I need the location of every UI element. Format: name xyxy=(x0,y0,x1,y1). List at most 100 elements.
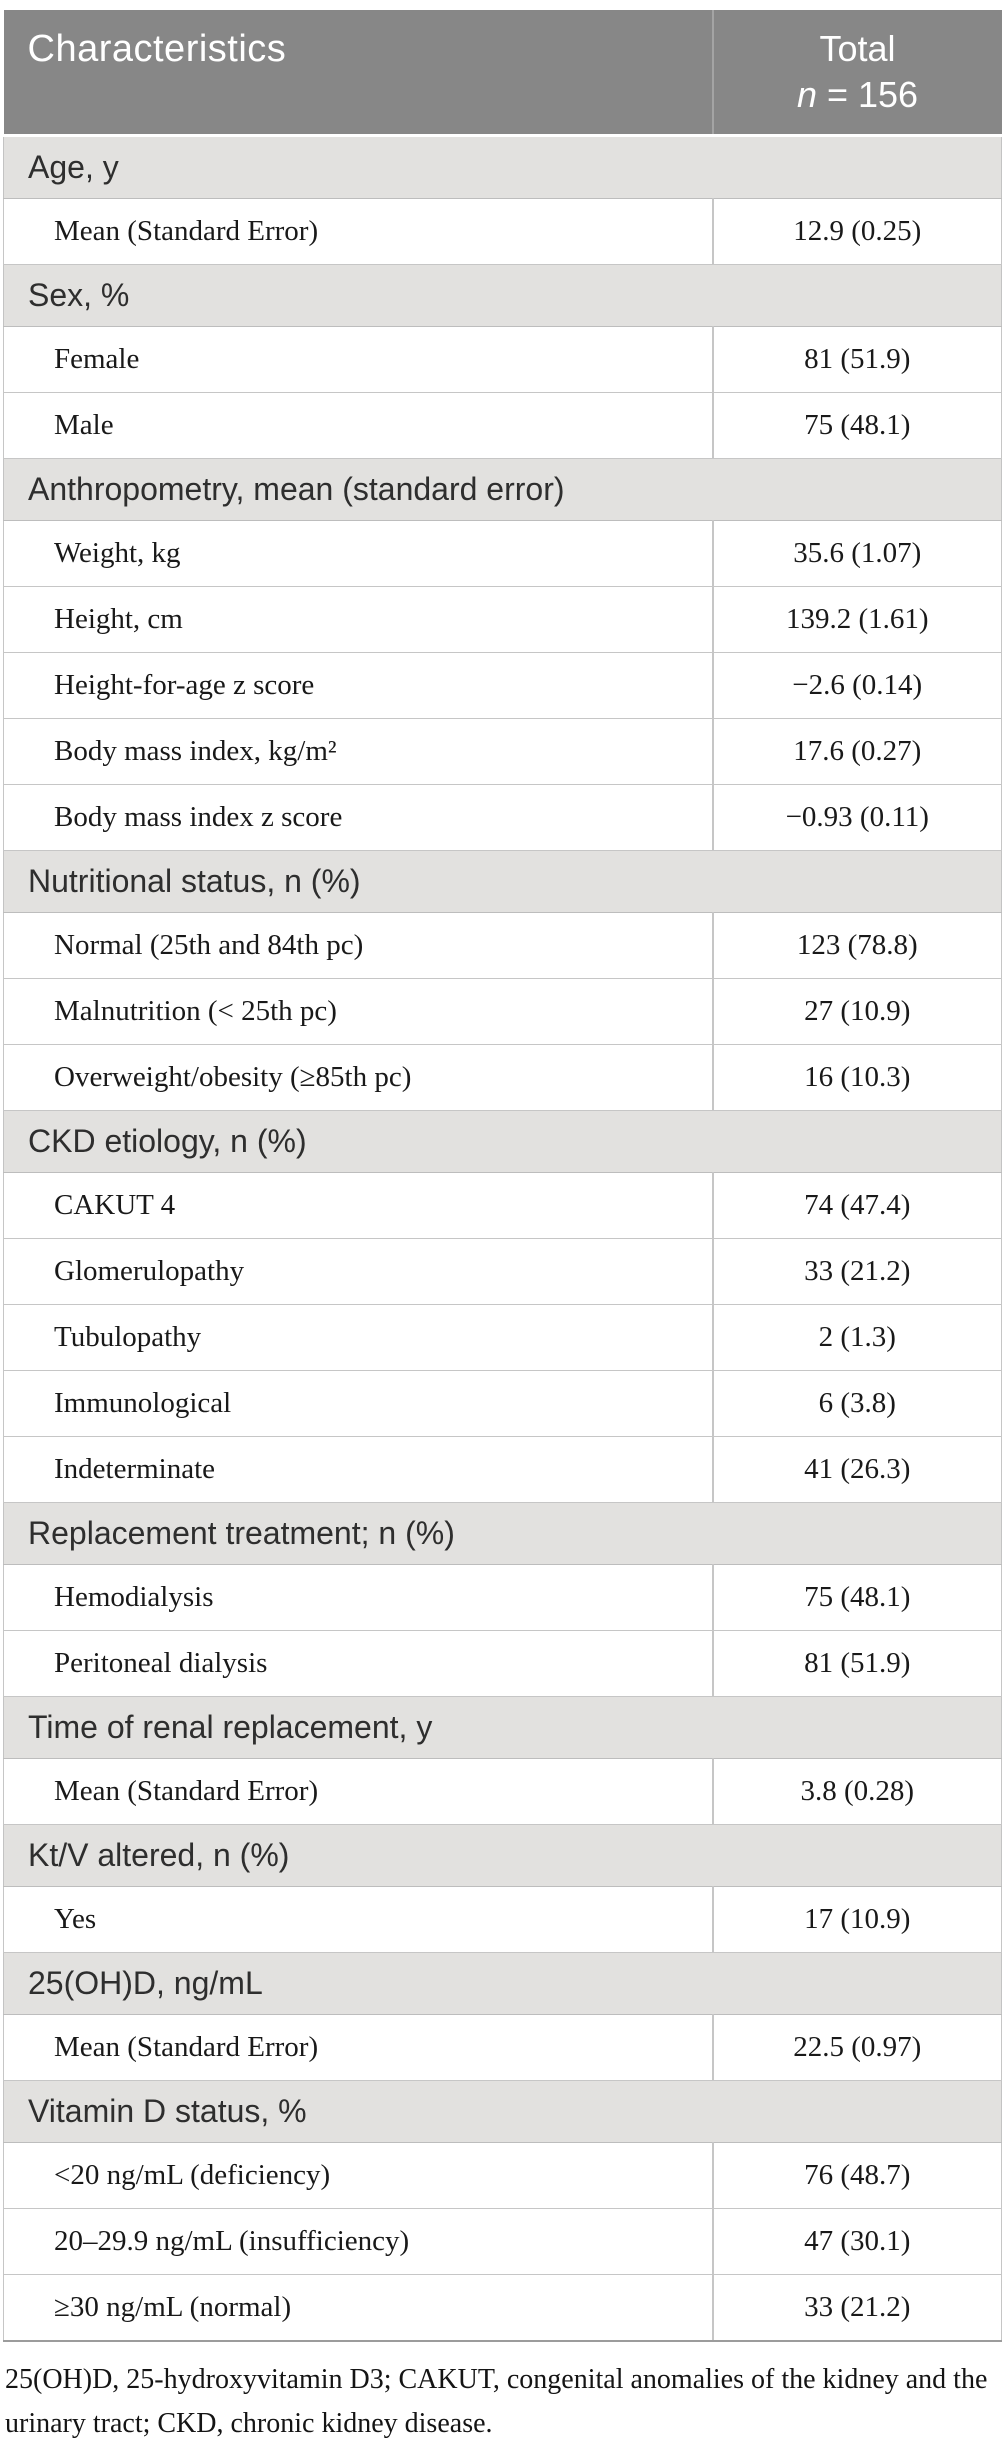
value-cell: 35.6 (1.07) xyxy=(711,520,1002,587)
n-value: = 156 xyxy=(816,74,919,115)
section-row: Sex, % xyxy=(3,264,1002,327)
value-cell: 6 (3.8) xyxy=(711,1370,1002,1437)
table-row: Yes 17 (10.9) xyxy=(3,1886,1002,1953)
characteristic-label: <20 ng/mL (deficiency) xyxy=(3,2142,713,2209)
section-row: Kt/V altered, n (%) xyxy=(3,1824,1002,1887)
characteristic-label: Normal (25th and 84th pc) xyxy=(3,912,713,979)
table-row: Immunological 6 (3.8) xyxy=(3,1370,1002,1437)
value-cell: 22.5 (0.97) xyxy=(711,2014,1002,2081)
value-cell: −0.93 (0.11) xyxy=(711,784,1002,851)
section-label: Sex, % xyxy=(3,264,1002,327)
characteristic-label: Height-for-age z score xyxy=(3,652,713,719)
table-row: Weight, kg 35.6 (1.07) xyxy=(3,520,1002,587)
value-cell: 81 (51.9) xyxy=(711,326,1002,393)
section-row: Vitamin D status, % xyxy=(3,2080,1002,2143)
table-row: Female 81 (51.9) xyxy=(3,326,1002,393)
characteristic-label: Peritoneal dialysis xyxy=(3,1630,713,1697)
value-cell: 2 (1.3) xyxy=(711,1304,1002,1371)
table-row: Height-for-age z score −2.6 (0.14) xyxy=(3,652,1002,719)
total-label: Total xyxy=(819,28,896,69)
section-label: Nutritional status, n (%) xyxy=(3,850,1002,913)
value-cell: 33 (21.2) xyxy=(711,2274,1002,2342)
value-cell: 75 (48.1) xyxy=(711,392,1002,459)
characteristic-label: Male xyxy=(3,392,713,459)
characteristic-label: Immunological xyxy=(3,1370,713,1437)
header-row: Characteristics Total n = 156 xyxy=(3,10,1002,136)
section-label: Time of renal replacement, y xyxy=(3,1696,1002,1759)
table-row: Hemodialysis 75 (48.1) xyxy=(3,1564,1002,1631)
characteristic-label: Hemodialysis xyxy=(3,1564,713,1631)
section-label: 25(OH)D, ng/mL xyxy=(3,1952,1002,2015)
table-body: Age, y Mean (Standard Error) 12.9 (0.25) Se… xyxy=(3,134,1002,2342)
section-row: CKD etiology, n (%) xyxy=(3,1110,1002,1173)
characteristic-label: Mean (Standard Error) xyxy=(3,1758,713,1825)
characteristic-label: Height, cm xyxy=(3,586,713,653)
value-cell: 75 (48.1) xyxy=(711,1564,1002,1631)
table-row: Peritoneal dialysis 81 (51.9) xyxy=(3,1630,1002,1697)
column-header-characteristics: Characteristics xyxy=(3,10,713,136)
section-row: Nutritional status, n (%) xyxy=(3,850,1002,913)
value-cell: 76 (48.7) xyxy=(711,2142,1002,2209)
characteristic-label: Female xyxy=(3,326,713,393)
table-row: Normal (25th and 84th pc) 123 (78.8) xyxy=(3,912,1002,979)
section-row: Age, y xyxy=(3,134,1002,199)
characteristic-label: ≥30 ng/mL (normal) xyxy=(3,2274,713,2342)
sample-size-label: n = 156 xyxy=(714,72,1002,118)
value-cell: 17.6 (0.27) xyxy=(711,718,1002,785)
table-row: Mean (Standard Error) 3.8 (0.28) xyxy=(3,1758,1002,1825)
table-row: Glomerulopathy 33 (21.2) xyxy=(3,1238,1002,1305)
footnote: 25(OH)D, 25-hydroxyvitamin D3; CAKUT, co… xyxy=(5,2364,988,2439)
characteristic-label: Overweight/obesity (≥85th pc) xyxy=(3,1044,713,1111)
section-label: Vitamin D status, % xyxy=(3,2080,1002,2143)
table-row: Malnutrition (< 25th pc) 27 (10.9) xyxy=(3,978,1002,1045)
column-header-total: Total n = 156 xyxy=(711,10,1002,136)
n-symbol: n xyxy=(796,74,817,115)
value-cell: 139.2 (1.61) xyxy=(711,586,1002,653)
characteristic-label: Indeterminate xyxy=(3,1436,713,1503)
section-label: Anthropometry, mean (standard error) xyxy=(3,458,1002,521)
characteristic-label: 20–29.9 ng/mL (insufficiency) xyxy=(3,2208,713,2275)
characteristic-label: Body mass index z score xyxy=(3,784,713,851)
table-row: <20 ng/mL (deficiency) 76 (48.7) xyxy=(3,2142,1002,2209)
value-cell: 41 (26.3) xyxy=(711,1436,1002,1503)
value-cell: 27 (10.9) xyxy=(711,978,1002,1045)
value-cell: 17 (10.9) xyxy=(711,1886,1002,1953)
value-cell: 47 (30.1) xyxy=(711,2208,1002,2275)
table-row: Height, cm 139.2 (1.61) xyxy=(3,586,1002,653)
value-cell: 74 (47.4) xyxy=(711,1172,1002,1239)
table-row: Body mass index, kg/m² 17.6 (0.27) xyxy=(3,718,1002,785)
section-label: Kt/V altered, n (%) xyxy=(3,1824,1002,1887)
characteristic-label: Weight, kg xyxy=(3,520,713,587)
table-row: Overweight/obesity (≥85th pc) 16 (10.3) xyxy=(3,1044,1002,1111)
value-cell: 3.8 (0.28) xyxy=(711,1758,1002,1825)
characteristics-table: Characteristics Total n = 156 Age, y Mean… xyxy=(3,10,1002,2342)
value-cell: −2.6 (0.14) xyxy=(711,652,1002,719)
section-row: Replacement treatment; n (%) xyxy=(3,1502,1002,1565)
table-row: Mean (Standard Error) 22.5 (0.97) xyxy=(3,2014,1002,2081)
characteristic-label: Glomerulopathy xyxy=(3,1238,713,1305)
section-row: 25(OH)D, ng/mL xyxy=(3,1952,1002,2015)
section-row: Anthropometry, mean (standard error) xyxy=(3,458,1002,521)
characteristic-label: Mean (Standard Error) xyxy=(3,2014,713,2081)
table-row: ≥30 ng/mL (normal) 33 (21.2) xyxy=(3,2274,1002,2342)
value-cell: 12.9 (0.25) xyxy=(711,198,1002,265)
value-cell: 81 (51.9) xyxy=(711,1630,1002,1697)
table-row: Tubulopathy 2 (1.3) xyxy=(3,1304,1002,1371)
section-row: Time of renal replacement, y xyxy=(3,1696,1002,1759)
value-cell: 33 (21.2) xyxy=(711,1238,1002,1305)
section-label: CKD etiology, n (%) xyxy=(3,1110,1002,1173)
characteristic-label: Mean (Standard Error) xyxy=(3,198,713,265)
table-row: 20–29.9 ng/mL (insufficiency) 47 (30.1) xyxy=(3,2208,1002,2275)
characteristic-label: CAKUT 4 xyxy=(3,1172,713,1239)
section-label: Replacement treatment; n (%) xyxy=(3,1502,1002,1565)
characteristic-label: Malnutrition (< 25th pc) xyxy=(3,978,713,1045)
section-label: Age, y xyxy=(3,134,1002,199)
table-row: Indeterminate 41 (26.3) xyxy=(3,1436,1002,1503)
value-cell: 16 (10.3) xyxy=(711,1044,1002,1111)
table-row: Male 75 (48.1) xyxy=(3,392,1002,459)
characteristic-label: Yes xyxy=(3,1886,713,1953)
value-cell: 123 (78.8) xyxy=(711,912,1002,979)
characteristic-label: Tubulopathy xyxy=(3,1304,713,1371)
table-row: Body mass index z score −0.93 (0.11) xyxy=(3,784,1002,851)
